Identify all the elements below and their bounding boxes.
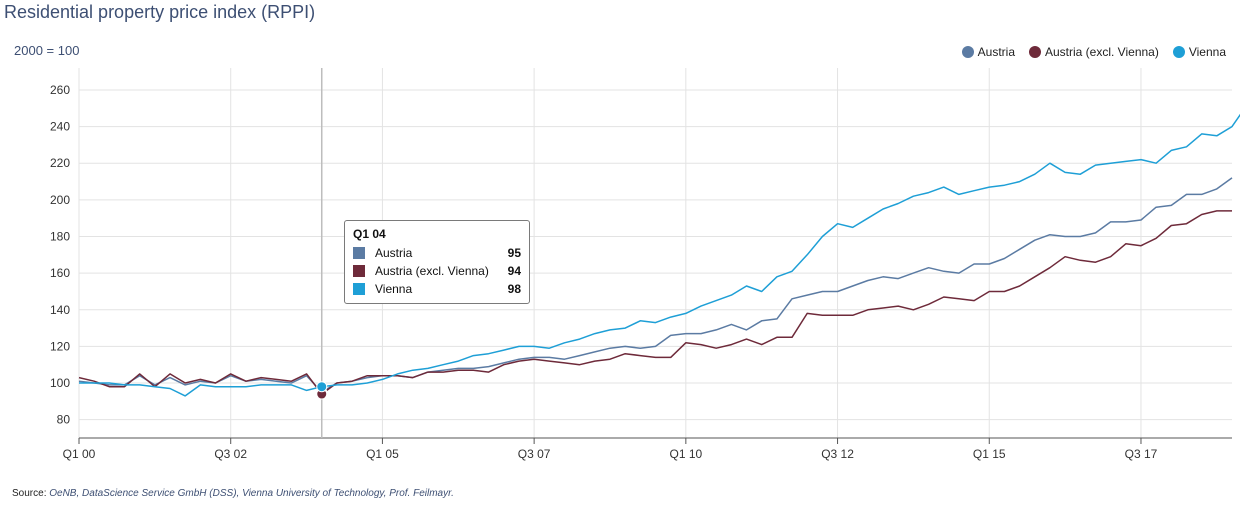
y-tick-label: 200 bbox=[50, 193, 70, 207]
y-tick-label: 160 bbox=[50, 266, 70, 280]
legend: Austria Austria (excl. Vienna) Vienna bbox=[961, 45, 1226, 59]
chart-tooltip: Q1 04 Austria 95 Austria (excl. Vienna) … bbox=[344, 220, 530, 304]
y-tick-label: 120 bbox=[50, 339, 70, 353]
legend-item-vienna[interactable]: Vienna bbox=[1172, 45, 1226, 59]
tooltip-row-vienna: Vienna 98 bbox=[353, 280, 521, 298]
chart-title: Residential property price index (RPPI) bbox=[4, 2, 316, 22]
x-tick-label: Q3 02 bbox=[214, 447, 247, 461]
legend-marker-icon bbox=[1172, 46, 1185, 58]
tooltip-series-value: 98 bbox=[507, 282, 521, 296]
y-tick-label: 140 bbox=[50, 303, 70, 317]
tooltip-series-name: Vienna bbox=[375, 282, 413, 296]
y-tick-label: 260 bbox=[50, 83, 70, 97]
legend-marker-icon bbox=[961, 46, 974, 58]
x-axis: Q1 00 Q3 02 Q1 05 Q3 07 Q1 10 Q3 12 Q1 15 Q3 17 bbox=[63, 437, 1232, 461]
line-chart[interactable]: 80 100 120 140 160 180 200 220 240 260 Q1 00 Q3 02… bbox=[0, 0, 1240, 480]
legend-label: Austria bbox=[977, 45, 1015, 59]
tooltip-swatch-icon bbox=[353, 247, 365, 259]
legend-label: Vienna bbox=[1188, 45, 1226, 59]
legend-item-austria[interactable]: Austria bbox=[961, 45, 1015, 59]
x-tick-label: Q3 12 bbox=[821, 447, 854, 461]
hover-markers bbox=[316, 381, 328, 400]
tooltip-series-name: Austria (excl. Vienna) bbox=[375, 264, 489, 278]
x-tick-label: Q1 15 bbox=[973, 447, 1006, 461]
x-tick-label: Q1 05 bbox=[366, 447, 399, 461]
tooltip-swatch-icon bbox=[353, 283, 365, 295]
source-label: Source bbox=[12, 488, 44, 499]
x-tick-label: Q3 17 bbox=[1125, 447, 1158, 461]
y-tick-label: 80 bbox=[57, 413, 71, 427]
series-lines bbox=[78, 113, 1240, 397]
tooltip-title: Q1 04 bbox=[353, 227, 386, 241]
series-line-austria-excl-vienna bbox=[78, 210, 1232, 395]
y-tick-label: 180 bbox=[50, 230, 70, 244]
y-tick-label: 100 bbox=[50, 376, 70, 390]
tooltip-series-value: 94 bbox=[507, 264, 521, 278]
hover-point bbox=[316, 381, 328, 393]
tooltip-swatch-icon bbox=[353, 265, 365, 277]
tooltip-series-value: 95 bbox=[507, 246, 521, 260]
series-line-vienna bbox=[79, 113, 1240, 397]
gridlines bbox=[78, 68, 1232, 438]
tooltip-row-austria-excl-vienna: Austria (excl. Vienna) 94 bbox=[353, 262, 521, 280]
unit-label: 2000 = 100 bbox=[14, 43, 80, 58]
legend-item-austria-excl-vienna[interactable]: Austria (excl. Vienna) bbox=[1029, 45, 1159, 59]
x-tick-label: Q1 10 bbox=[669, 447, 702, 461]
legend-marker-icon bbox=[1029, 46, 1041, 58]
y-axis: 80 100 120 140 160 180 200 220 240 260 bbox=[50, 83, 70, 427]
x-tick-label: Q3 07 bbox=[518, 447, 551, 461]
tooltip-series-name: Austria bbox=[375, 246, 413, 260]
y-tick-label: 240 bbox=[50, 120, 70, 134]
x-tick-label: Q1 00 bbox=[63, 447, 96, 461]
source-text: OeNB, DataScience Service GmbH (DSS), Vi… bbox=[49, 488, 454, 499]
source-note: Source: OeNB, DataScience Service GmbH (… bbox=[12, 488, 454, 499]
y-tick-label: 220 bbox=[50, 156, 70, 170]
legend-label: Austria (excl. Vienna) bbox=[1045, 45, 1159, 59]
series-line-austria bbox=[78, 177, 1233, 393]
tooltip-row-austria: Austria 95 bbox=[353, 244, 521, 262]
